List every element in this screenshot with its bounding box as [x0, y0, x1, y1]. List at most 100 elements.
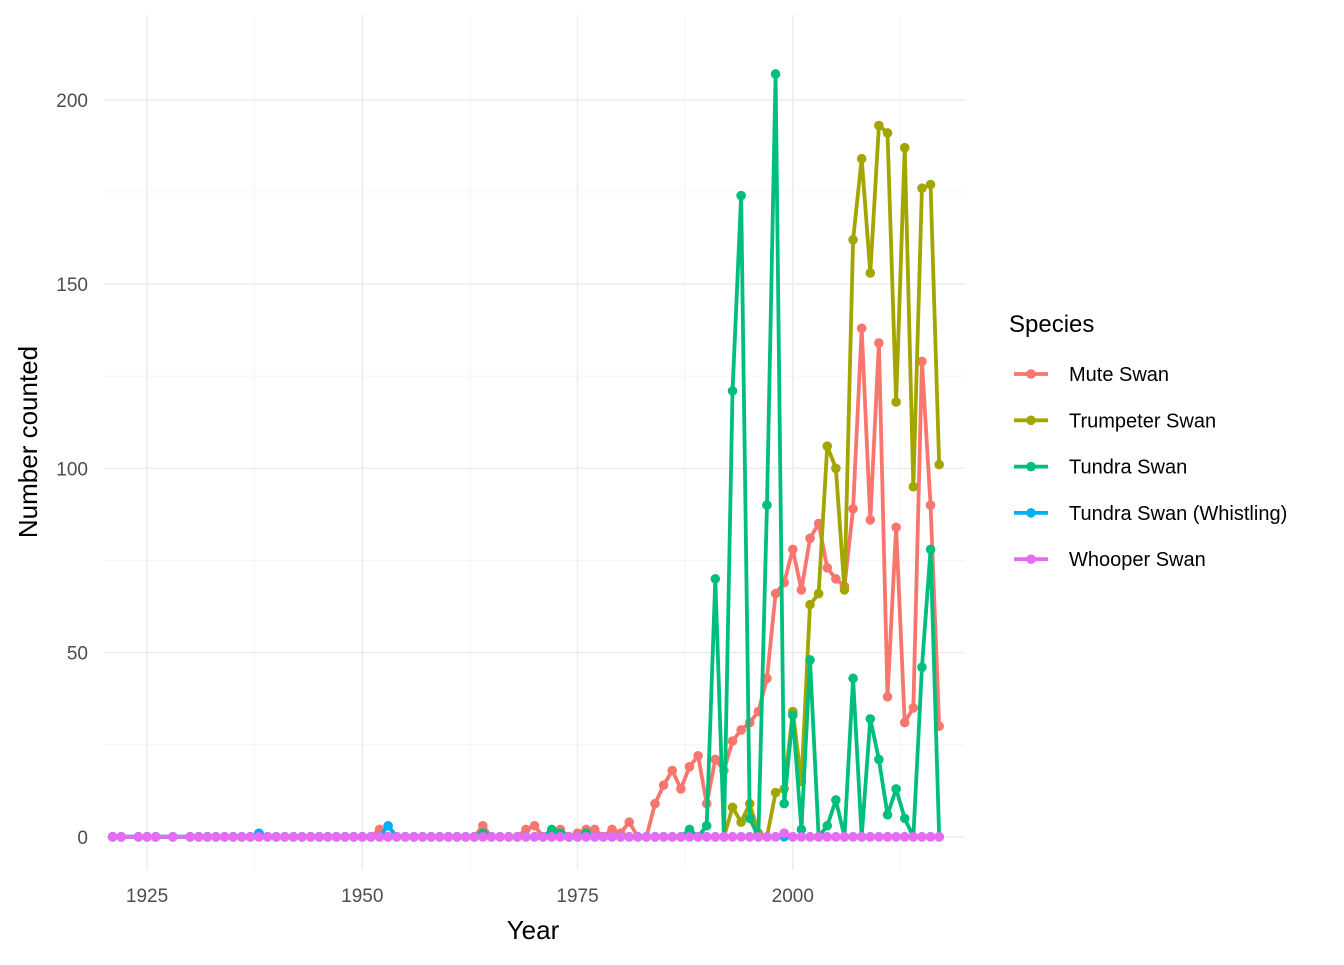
- data-point: [908, 703, 919, 713]
- data-point: [564, 832, 574, 842]
- data-point: [710, 574, 721, 584]
- data-point: [503, 832, 514, 842]
- data-point: [529, 832, 540, 842]
- data-point: [736, 725, 746, 735]
- grid-lines: [104, 15, 965, 870]
- data-point: [219, 832, 230, 842]
- legend-label: Tundra Swan: [1069, 457, 1187, 479]
- data-point: [779, 798, 789, 809]
- data-point: [314, 832, 325, 842]
- data-point: [676, 784, 686, 794]
- legend-label: Mute Swan: [1069, 364, 1169, 386]
- data-point: [262, 832, 273, 842]
- data-point: [641, 832, 652, 842]
- data-point: [874, 120, 884, 131]
- data-point: [874, 338, 884, 348]
- data-point: [882, 809, 893, 820]
- data-point: [478, 832, 488, 842]
- data-point: [185, 832, 195, 842]
- data-point: [469, 832, 480, 842]
- data-point: [899, 813, 910, 824]
- y-tick-label: 150: [56, 275, 88, 296]
- data-point: [658, 832, 669, 842]
- data-point: [521, 824, 531, 835]
- data-point: [305, 832, 316, 842]
- legend-label: Trumpeter Swan: [1069, 410, 1216, 432]
- data-point: [856, 323, 867, 334]
- data-point: [770, 69, 781, 79]
- data-point: [779, 828, 789, 838]
- data-point: [882, 691, 893, 702]
- x-tick-label: 1950: [341, 886, 383, 907]
- data-point: [409, 832, 419, 842]
- data-point: [917, 662, 927, 673]
- data-point: [383, 832, 393, 842]
- data-point: [934, 459, 944, 470]
- data-point: [546, 824, 557, 835]
- data-point: [658, 780, 669, 791]
- data-point: [589, 824, 600, 835]
- data-point: [727, 736, 738, 746]
- data-point: [624, 832, 635, 842]
- data-point: [822, 441, 833, 451]
- data-point: [684, 832, 695, 842]
- data-point: [529, 820, 540, 831]
- data-point: [762, 832, 772, 842]
- data-point: [710, 832, 721, 842]
- data-point: [822, 820, 833, 831]
- data-point: [891, 832, 901, 842]
- legend-key-point: [1026, 461, 1036, 472]
- data-point: [727, 832, 738, 842]
- data-point: [727, 386, 738, 396]
- data-point: [452, 832, 462, 842]
- legend-label: Whooper Swan: [1069, 549, 1206, 571]
- data-point: [107, 832, 118, 842]
- data-point: [667, 765, 678, 776]
- data-point: [727, 802, 738, 813]
- data-point: [701, 820, 712, 831]
- data-point: [512, 832, 523, 842]
- data-point: [245, 832, 256, 842]
- data-point: [391, 832, 402, 842]
- plot-series: [107, 69, 944, 842]
- legend: Species Mute Swan Trumpeter Swan Tundra Sw…: [1009, 311, 1287, 571]
- data-point: [555, 832, 566, 842]
- data-point: [831, 795, 841, 805]
- data-point: [736, 190, 746, 201]
- data-point: [288, 832, 299, 842]
- data-point: [856, 832, 867, 842]
- data-point: [331, 832, 342, 842]
- data-point: [650, 798, 660, 809]
- data-point: [366, 832, 376, 842]
- data-point: [719, 832, 729, 842]
- data-point: [839, 832, 850, 842]
- y-tick-label: 200: [56, 91, 88, 112]
- data-point: [762, 673, 772, 684]
- data-point: [667, 832, 678, 842]
- data-point: [917, 356, 927, 367]
- y-axis-title: Number counted: [13, 346, 43, 538]
- data-point: [899, 717, 910, 728]
- x-axis-title: Year: [507, 915, 560, 945]
- data-point: [925, 500, 936, 510]
- y-tick-label: 50: [67, 644, 88, 665]
- data-point: [788, 832, 798, 842]
- data-point: [297, 832, 307, 842]
- data-point: [831, 574, 841, 584]
- legend-key-point: [1026, 415, 1036, 426]
- data-point: [607, 832, 617, 842]
- data-point: [865, 714, 876, 724]
- data-point: [770, 832, 781, 842]
- data-point: [744, 832, 755, 842]
- data-point: [788, 544, 798, 555]
- data-point: [228, 832, 238, 842]
- data-point: [340, 832, 350, 842]
- data-point: [770, 588, 781, 599]
- data-point: [848, 832, 858, 842]
- data-point: [908, 832, 919, 842]
- data-point: [744, 813, 755, 824]
- data-point: [848, 235, 858, 245]
- data-point: [486, 832, 497, 842]
